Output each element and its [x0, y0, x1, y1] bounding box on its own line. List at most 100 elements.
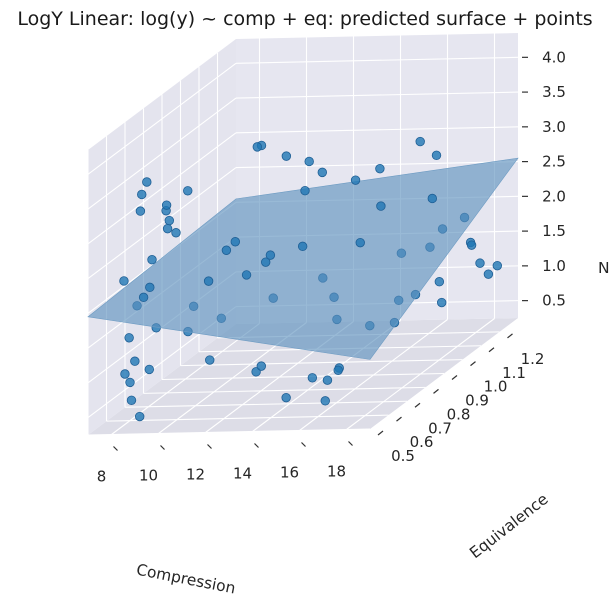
data-point [138, 292, 149, 303]
x-tick-label: 14 [233, 465, 252, 483]
data-point [137, 189, 147, 200]
data-point [205, 355, 215, 365]
data-point [483, 269, 494, 279]
x-tick-mark [160, 445, 165, 450]
y-tick-label: 0.7 [428, 419, 452, 437]
grid-line [235, 56, 519, 64]
y-tick-label: 0.9 [465, 392, 489, 410]
data-point [126, 395, 137, 406]
data-point [492, 260, 503, 271]
data-point [415, 136, 425, 147]
y-tick-mark [451, 375, 458, 380]
z-tick-label: 3.5 [542, 83, 566, 101]
grid-line [87, 97, 237, 210]
data-point [256, 361, 267, 371]
data-point [431, 150, 442, 161]
data-point [437, 297, 447, 308]
data-point [300, 185, 310, 196]
y-tick-mark [377, 430, 384, 436]
y-tick-label: 0.6 [410, 433, 434, 451]
x-tick-label: 12 [186, 466, 205, 484]
y-tick-mark [507, 333, 513, 339]
predicted-surface [87, 157, 519, 360]
data-point [317, 167, 328, 178]
grid-line [235, 91, 519, 99]
z-tick-label: 1.0 [542, 257, 566, 275]
data-point [145, 282, 155, 293]
y-tick-mark [433, 388, 439, 394]
data-point [161, 200, 172, 210]
data-point [130, 356, 140, 366]
data-point [350, 175, 361, 185]
z-tick-label: 0.5 [542, 292, 566, 310]
grid-line [87, 428, 371, 436]
z-tick-label: 1.5 [542, 222, 566, 240]
data-point [333, 365, 343, 375]
data-point [434, 277, 445, 287]
y-tick-mark [488, 347, 495, 353]
y-tick-label: 1.0 [484, 378, 508, 396]
y-tick-mark [396, 416, 402, 422]
chart-title: LogY Linear: log(y) ~ comp + eq: predict… [17, 8, 593, 30]
x-tick-label: 16 [280, 464, 299, 482]
data-point [120, 369, 130, 379]
y-tick-label: 0.8 [447, 405, 471, 423]
data-point [281, 151, 292, 161]
data-point [427, 193, 438, 204]
data-point [144, 364, 155, 375]
x-axis-label: Compression [135, 561, 237, 598]
grid-line [180, 359, 463, 367]
data-point [241, 270, 252, 280]
data-point [265, 250, 276, 260]
z-tick-label: 4.0 [542, 48, 566, 66]
grid-line [106, 414, 389, 422]
grid-line [124, 400, 408, 408]
x-tick-mark [348, 441, 353, 446]
z-axis-label: N [598, 259, 610, 277]
y-tick-label: 1.1 [502, 364, 526, 382]
y-tick-label: 1.2 [521, 350, 545, 368]
y-tick-mark [414, 402, 421, 408]
data-point [134, 411, 145, 422]
data-point [142, 177, 152, 187]
data-point [252, 142, 262, 152]
z-tick-label: 2.0 [542, 187, 566, 205]
data-point [375, 163, 385, 174]
data-point [281, 392, 291, 403]
grid-line [87, 62, 237, 175]
data-point [322, 375, 333, 385]
data-point [230, 237, 241, 247]
x-tick-mark [301, 442, 306, 447]
x-tick-mark [113, 446, 118, 451]
data-point [475, 258, 485, 268]
data-point [162, 223, 173, 234]
data-point [171, 228, 181, 238]
data-point [119, 276, 129, 286]
data-point [355, 237, 365, 248]
z-tick-label: 2.5 [542, 153, 566, 171]
data-point [261, 257, 271, 267]
data-point [124, 333, 134, 343]
grid-line [143, 386, 426, 394]
y-tick-mark [470, 361, 476, 367]
data-point [221, 245, 232, 255]
x-tick-label: 10 [139, 467, 158, 485]
data-point [307, 373, 318, 383]
data-point [183, 186, 193, 196]
data-point [320, 396, 330, 406]
data-point [297, 241, 308, 252]
y-tick-label: 0.5 [391, 447, 415, 465]
z-tick-label: 3.0 [542, 118, 566, 136]
data-point [304, 156, 314, 167]
grid-line [87, 167, 237, 280]
x-tick-mark [207, 444, 212, 449]
grid-line [161, 372, 445, 381]
data-point [125, 377, 135, 388]
data-point [376, 201, 386, 211]
grid-line [87, 132, 237, 245]
grid-line [235, 161, 519, 169]
x-tick-mark [254, 443, 259, 448]
data-point [147, 255, 157, 265]
x-tick-label: 18 [327, 463, 346, 481]
